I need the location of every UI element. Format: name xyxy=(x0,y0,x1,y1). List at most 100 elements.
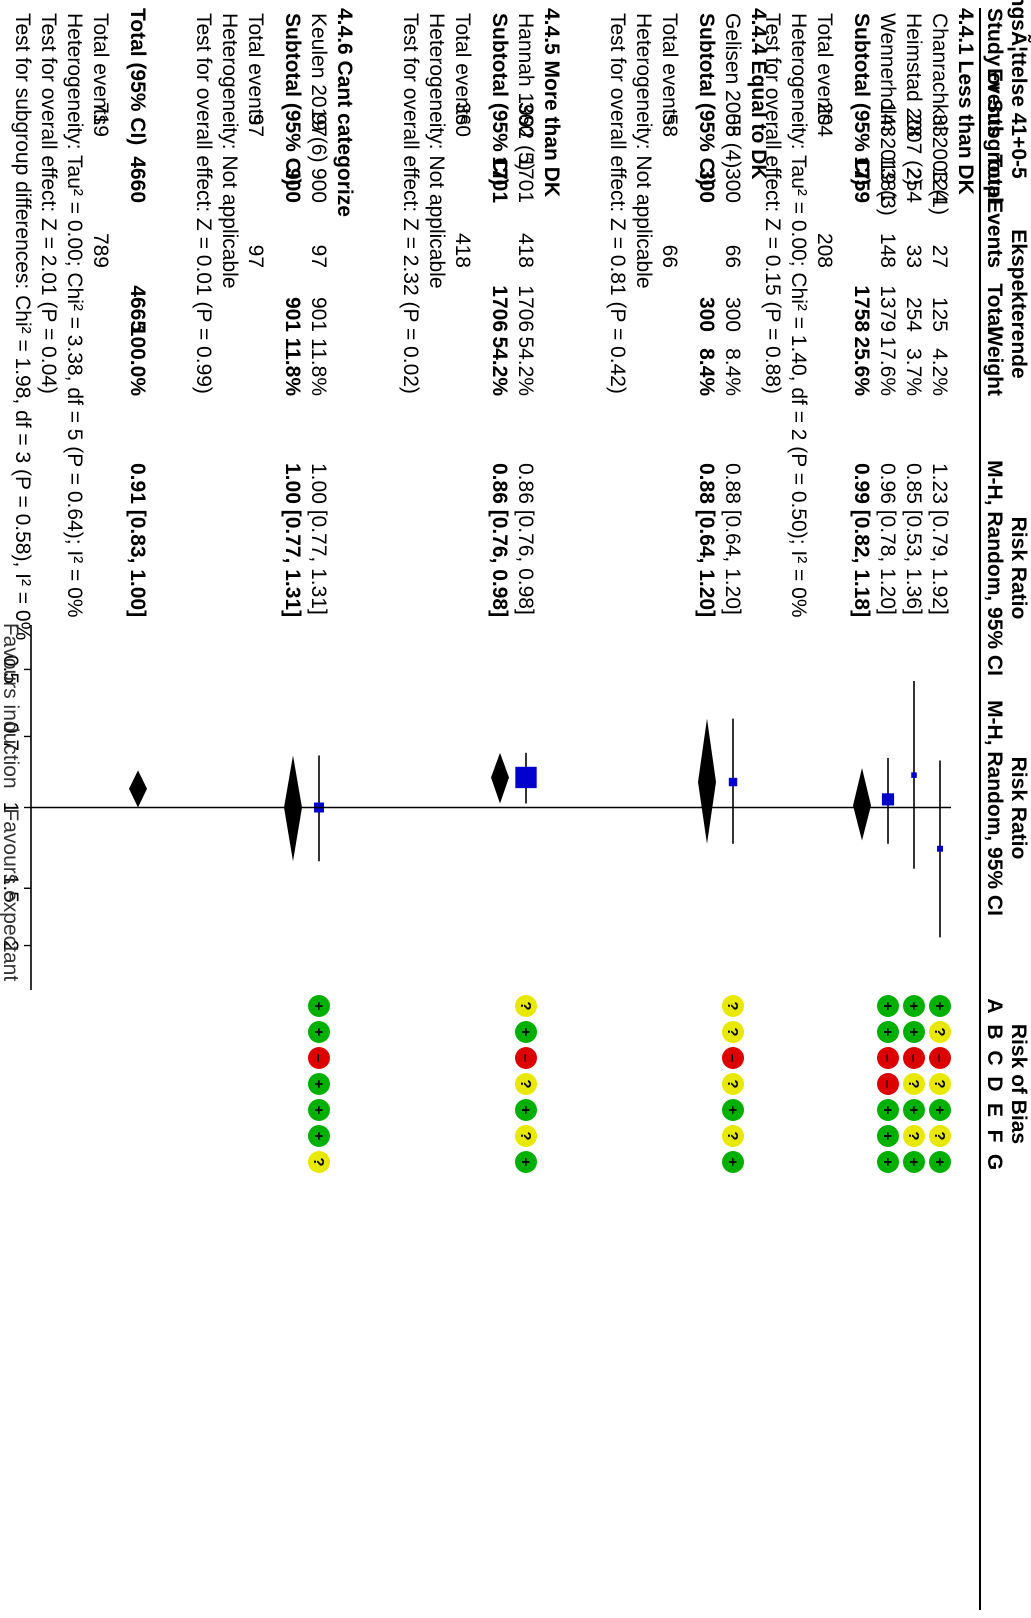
subtotal-diamond xyxy=(853,767,871,841)
subtotal-diamond xyxy=(491,752,509,804)
risk-of-bias-symbol: + xyxy=(905,1002,922,1011)
subgroup-title: 4.4.6 Cant categorize xyxy=(333,8,356,217)
total-events-label: Total events xyxy=(658,13,681,125)
footer-statistic: Heterogeneity: Tau² = 0.00; Chi² = 3.38,… xyxy=(63,13,86,618)
risk-of-bias-symbol: + xyxy=(310,1106,327,1115)
total1-column-header: Total xyxy=(983,154,1006,203)
plot-method-header: M-H, Random, 95% CI xyxy=(983,700,1006,916)
total-events-label: Total events xyxy=(244,13,267,125)
risk-of-bias-dot xyxy=(903,1099,925,1121)
total-expectant: 300 xyxy=(721,297,744,332)
rob-letter-header: F xyxy=(983,1130,1006,1143)
rob-letter-header: E xyxy=(983,1103,1006,1117)
study-ci-text: 0.96 [0.78, 1.20] xyxy=(876,463,899,615)
total2-column-header: Total xyxy=(983,283,1006,332)
total-events-label: Total events xyxy=(451,13,474,125)
subtotal-total-expectant: 300 xyxy=(695,297,718,332)
events-expectant: 27 xyxy=(928,245,951,268)
risk-of-bias-dot xyxy=(877,1099,899,1121)
risk-of-bias-dot xyxy=(515,1073,537,1095)
rob-letter-header: C xyxy=(983,1050,1006,1065)
footer-statistic: Test for subgroup differences: Chi² = 1.… xyxy=(11,13,34,640)
group1-header: IgangsÃ¦ttelse 41+0-5 xyxy=(1007,0,1030,179)
subtotal-ci-text: 1.00 [0.77, 1.31] xyxy=(281,463,304,617)
overall-effect-text: Test for overall effect: Z = 2.32 (P = 0… xyxy=(399,13,422,394)
favours-induction-label: Favours induction xyxy=(0,623,22,789)
risk-of-bias-symbol: + xyxy=(931,1002,948,1011)
rob-letter-header: G xyxy=(983,1154,1006,1170)
subtotal-weight: 54.2% xyxy=(488,336,511,396)
x-axis-tick-label: 2 xyxy=(0,940,22,952)
risk-of-bias-dot xyxy=(515,995,537,1017)
total-events-expectant: 66 xyxy=(658,245,681,268)
events-induction: 28 xyxy=(902,114,925,137)
risk-of-bias-dot xyxy=(722,1151,744,1173)
total-induction: 1701 xyxy=(514,156,537,203)
risk-of-bias-symbol: ? xyxy=(724,1001,741,1010)
risk-of-bias-dot xyxy=(877,1125,899,1147)
heterogeneity-text: Heterogeneity: Tau² = 0.00; Chi² = 1.40,… xyxy=(787,13,810,618)
study-column-header: Study or Subgroup xyxy=(983,8,1006,198)
study-point-estimate xyxy=(728,777,738,787)
risk-of-bias-dot xyxy=(722,1125,744,1147)
overall-effect-text: Test for overall effect: Z = 0.01 (P = 0… xyxy=(192,13,215,394)
x-axis-tick-label: 0.7 xyxy=(0,722,22,751)
overall-effect-text: Test for overall effect: Z = 0.81 (P = 0… xyxy=(606,13,629,394)
events1-column-header: Events xyxy=(983,68,1006,137)
subtotal-total-expectant: 1758 xyxy=(850,285,873,332)
total-expectant: 125 xyxy=(928,297,951,332)
study-weight: 4.2% xyxy=(928,348,951,396)
subtotal-label: Subtotal (95% CI) xyxy=(850,13,873,186)
risk-of-bias-dot xyxy=(722,1047,744,1069)
overall-total-events-expectant: 789 xyxy=(89,233,112,268)
risk-of-bias-symbol: – xyxy=(724,1054,741,1062)
subtotal-label: Subtotal (95% CI) xyxy=(695,13,718,186)
risk-of-bias-dot xyxy=(515,1125,537,1147)
study-weight: 8.4% xyxy=(721,348,744,396)
study-name: Keulen 2019 (6) xyxy=(307,13,330,162)
total-expectant: 254 xyxy=(902,297,925,332)
events-expectant: 418 xyxy=(514,233,537,268)
overall-total-events-induction: 719 xyxy=(89,102,112,137)
risk-of-bias-dot xyxy=(722,1099,744,1121)
rob-letter-header: B xyxy=(983,1024,1006,1039)
heterogeneity-text: Heterogeneity: Not applicable xyxy=(218,13,241,289)
risk-of-bias-dot xyxy=(722,995,744,1017)
subtotal-weight: 8.4% xyxy=(695,348,718,396)
risk-of-bias-dot xyxy=(308,1047,330,1069)
risk-of-bias-dot xyxy=(929,1125,951,1147)
total-expectant: 901 xyxy=(307,297,330,332)
risk-of-bias-symbol: + xyxy=(905,1106,922,1115)
events-induction: 33 xyxy=(928,114,951,137)
total-total-induction: 4660 xyxy=(126,156,149,203)
risk-of-bias-symbol: + xyxy=(310,1132,327,1141)
heterogeneity-text: Heterogeneity: Not applicable xyxy=(632,13,655,289)
subtotal-total-expectant: 1706 xyxy=(488,285,511,332)
risk-of-bias-symbol: + xyxy=(724,1158,741,1167)
risk-of-bias-dot xyxy=(308,995,330,1017)
events2-column-header: Events xyxy=(983,199,1006,268)
risk-of-bias-symbol: + xyxy=(517,1028,534,1037)
risk-of-bias-dot xyxy=(877,1073,899,1095)
study-name: Gelisen 2005 (4) xyxy=(721,13,744,168)
risk-of-bias-dot xyxy=(308,1021,330,1043)
subtotal-ci-text: 0.86 [0.76, 0.98] xyxy=(488,463,511,617)
risk-of-bias-symbol: + xyxy=(905,1028,922,1037)
subtotal-total-induction: 1701 xyxy=(488,156,511,203)
risk-of-bias-symbol: ? xyxy=(724,1027,741,1036)
total-weight: 100.0% xyxy=(126,325,149,397)
risk-of-bias-dot xyxy=(308,1099,330,1121)
risk-of-bias-dot xyxy=(903,995,925,1017)
risk-of-bias-dot xyxy=(722,1021,744,1043)
overall-total-events-label: Total events xyxy=(89,13,112,125)
total-events-expectant: 208 xyxy=(813,233,836,268)
risk-of-bias-dot xyxy=(903,1125,925,1147)
risk-of-bias-dot xyxy=(308,1125,330,1147)
risk-of-bias-dot xyxy=(929,1099,951,1121)
total-induction: 254 xyxy=(902,168,925,203)
subtotal-ci-text: 0.99 [0.82, 1.18] xyxy=(850,463,873,617)
risk-of-bias-dot xyxy=(877,1151,899,1173)
risk-of-bias-symbol: ? xyxy=(931,1027,948,1036)
total-label: Total (95% CI) xyxy=(126,8,149,145)
